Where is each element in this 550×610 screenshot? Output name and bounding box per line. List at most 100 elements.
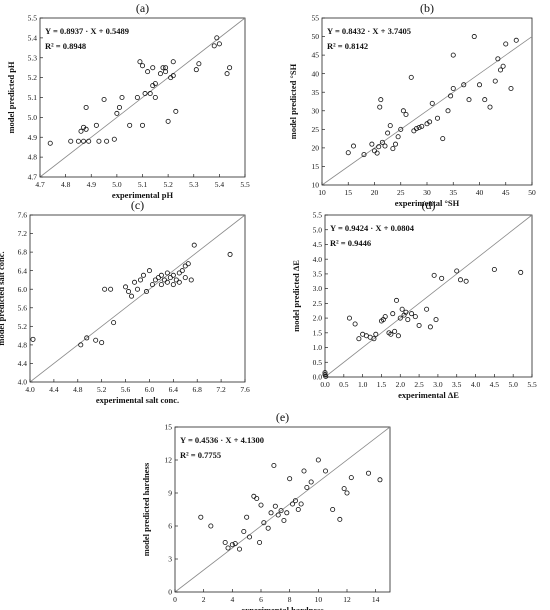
r-squared: R² = 0.7755	[180, 450, 221, 460]
y-axis-label: model predicted °SH	[288, 63, 298, 139]
x-axis-label: experimental ΔE	[398, 390, 459, 400]
data-point	[150, 65, 156, 71]
data-point	[208, 523, 214, 529]
x-tick-label: 10	[315, 595, 323, 604]
data-point	[361, 152, 367, 158]
panel-c: (c) 4.0 4.4 4.8 5.2 5.6 6.0 6.4 6.8 7.2 7.6 4.0 4.4 4…	[0, 198, 250, 405]
data-point	[497, 67, 503, 73]
y-tick-label: 10	[312, 181, 320, 190]
data-point	[513, 37, 519, 43]
data-point	[224, 71, 230, 77]
data-point	[390, 146, 396, 152]
x-tick-label: 5.1	[138, 180, 148, 189]
data-point	[315, 457, 321, 463]
data-point	[170, 282, 176, 288]
data-point	[379, 139, 385, 145]
data-point	[434, 115, 440, 121]
panel-label: (c)	[131, 198, 144, 212]
y-tick-label: 25	[312, 125, 320, 134]
panel-label: (e)	[276, 410, 289, 424]
x-tick-label: 2	[202, 595, 206, 604]
y-tick-label: 0	[168, 588, 172, 597]
regression-equation: Y = 0.8937 · X + 0.5489	[45, 26, 129, 36]
data-point	[330, 506, 336, 512]
data-point	[145, 69, 151, 75]
data-point	[111, 320, 117, 326]
data-point	[198, 514, 204, 520]
data-point	[93, 337, 99, 343]
x-tick-label: 3.5	[452, 380, 462, 389]
data-point	[400, 108, 406, 114]
data-point	[427, 119, 433, 125]
data-point	[268, 510, 274, 516]
x-tick-label: 4.9	[87, 180, 97, 189]
y-tick-label: 4.5	[313, 240, 323, 249]
data-point	[397, 315, 403, 321]
x-tick-label: 6.0	[145, 385, 155, 394]
data-point	[373, 331, 379, 337]
data-point	[337, 516, 343, 522]
data-point	[409, 311, 415, 317]
plot-frame	[174, 426, 391, 593]
data-point	[440, 136, 446, 142]
y-tick-label: 12	[165, 456, 173, 465]
data-point	[450, 52, 456, 58]
y-tick-label: 40	[312, 69, 320, 78]
data-point	[182, 275, 188, 281]
data-point	[271, 462, 277, 468]
panel-label: (a)	[136, 1, 149, 15]
data-point	[214, 35, 220, 41]
data-point	[292, 498, 298, 504]
data-point	[81, 138, 87, 144]
data-point	[466, 97, 472, 103]
y-tick-label: 20	[312, 143, 320, 152]
y-tick-label: 6	[168, 522, 172, 531]
data-point	[371, 336, 377, 342]
data-point	[227, 65, 233, 71]
data-point	[445, 108, 451, 114]
data-point	[385, 130, 391, 136]
data-point	[416, 322, 422, 328]
data-point	[196, 61, 202, 67]
data-point	[301, 468, 307, 474]
r-squared: R² = 0.8142	[327, 41, 368, 51]
data-point	[261, 520, 267, 526]
x-tick-label: 5.5	[240, 180, 250, 189]
data-point	[275, 512, 281, 518]
y-tick-label: 5.2	[28, 73, 38, 82]
data-point	[390, 311, 396, 317]
data-point	[487, 104, 493, 110]
x-tick-label: 5.0	[508, 380, 518, 389]
y-tick-label: 2.0	[313, 314, 323, 323]
data-point	[394, 297, 400, 303]
data-point	[403, 111, 409, 117]
y-axis-label: model predicted hardness	[141, 462, 151, 556]
x-tick-label: 7.2	[216, 385, 226, 394]
data-point	[287, 476, 293, 482]
identity-line	[324, 214, 533, 378]
x-tick-label: 6	[259, 595, 263, 604]
data-point	[179, 268, 185, 274]
data-point	[123, 284, 129, 290]
data-point	[388, 331, 394, 337]
data-point	[93, 122, 99, 128]
data-point	[126, 289, 132, 295]
x-tick-label: 8	[288, 595, 292, 604]
x-tick-label: 5.4	[215, 180, 225, 189]
data-point	[341, 486, 347, 492]
x-tick-label: 25	[397, 188, 405, 197]
y-tick-label: 5.2	[18, 322, 28, 331]
data-point	[116, 104, 122, 110]
data-point	[30, 336, 36, 342]
y-tick-label: 55	[312, 14, 320, 23]
data-point	[152, 95, 158, 101]
x-tick-label: 7.6	[240, 385, 250, 394]
data-point	[258, 502, 264, 508]
data-point	[96, 138, 102, 144]
data-point	[503, 41, 509, 47]
data-point	[137, 277, 143, 283]
identity-line	[39, 17, 246, 178]
y-tick-label: 5.4	[28, 33, 38, 42]
data-point	[433, 317, 439, 323]
data-point	[158, 272, 164, 278]
